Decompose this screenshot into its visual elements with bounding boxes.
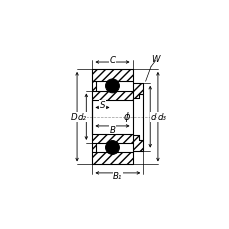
Polygon shape xyxy=(92,153,132,165)
Polygon shape xyxy=(92,143,96,153)
Circle shape xyxy=(105,80,119,93)
Polygon shape xyxy=(96,143,132,153)
Text: d₂: d₂ xyxy=(78,113,87,122)
Polygon shape xyxy=(132,136,143,151)
Text: B: B xyxy=(109,125,115,134)
Polygon shape xyxy=(96,82,132,91)
Text: B₁: B₁ xyxy=(113,172,122,181)
Text: S: S xyxy=(99,101,105,110)
Text: D: D xyxy=(70,113,77,122)
Text: $\phi$: $\phi$ xyxy=(123,109,131,123)
Polygon shape xyxy=(92,82,96,91)
Polygon shape xyxy=(92,91,132,100)
Polygon shape xyxy=(92,153,132,165)
Polygon shape xyxy=(92,70,132,82)
Text: d: d xyxy=(150,113,155,122)
Polygon shape xyxy=(92,91,132,100)
Polygon shape xyxy=(92,134,132,143)
Polygon shape xyxy=(132,83,143,99)
Text: C: C xyxy=(109,56,115,65)
Text: W: W xyxy=(151,55,159,63)
Polygon shape xyxy=(92,134,132,143)
Circle shape xyxy=(105,141,119,155)
Text: d₃: d₃ xyxy=(157,113,166,122)
Polygon shape xyxy=(92,70,132,82)
